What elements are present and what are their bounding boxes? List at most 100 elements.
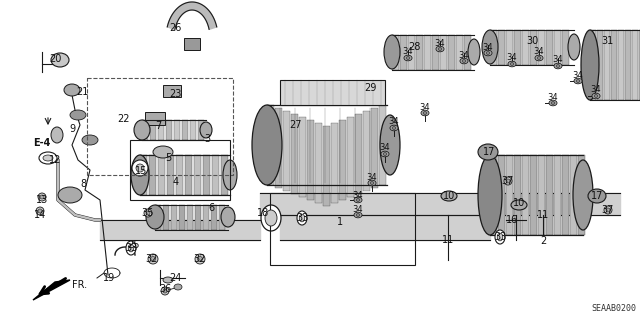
Polygon shape — [578, 155, 585, 235]
Text: 1: 1 — [337, 217, 343, 227]
Text: 34: 34 — [380, 144, 390, 152]
Ellipse shape — [568, 34, 580, 60]
Polygon shape — [185, 155, 192, 195]
Polygon shape — [464, 35, 471, 70]
Polygon shape — [155, 205, 161, 230]
Ellipse shape — [39, 152, 57, 164]
Polygon shape — [158, 155, 165, 195]
Text: 22: 22 — [116, 114, 129, 124]
Text: 2: 2 — [540, 236, 546, 246]
Polygon shape — [604, 30, 610, 100]
Polygon shape — [212, 155, 219, 195]
Text: 35: 35 — [142, 208, 154, 218]
Ellipse shape — [482, 30, 498, 64]
Polygon shape — [498, 155, 505, 235]
Ellipse shape — [356, 214, 360, 216]
Ellipse shape — [462, 60, 466, 63]
Polygon shape — [142, 120, 148, 140]
Text: 36: 36 — [159, 284, 171, 294]
Text: 34: 34 — [507, 54, 517, 63]
Text: 3: 3 — [204, 134, 210, 144]
Polygon shape — [299, 117, 306, 197]
Polygon shape — [554, 155, 561, 235]
Polygon shape — [597, 30, 603, 100]
Polygon shape — [590, 30, 596, 100]
Polygon shape — [632, 30, 638, 100]
Polygon shape — [190, 120, 196, 140]
Text: 34: 34 — [459, 50, 469, 60]
Bar — [280, 80, 385, 105]
Polygon shape — [379, 105, 386, 185]
Ellipse shape — [511, 200, 527, 210]
Text: 6: 6 — [208, 203, 214, 213]
Bar — [184, 38, 200, 50]
Text: 18: 18 — [257, 208, 269, 218]
Text: 26: 26 — [169, 23, 181, 33]
Text: 10: 10 — [513, 198, 525, 208]
Text: 9: 9 — [69, 124, 75, 134]
Ellipse shape — [51, 53, 69, 67]
Polygon shape — [171, 205, 177, 230]
Polygon shape — [562, 155, 569, 235]
Ellipse shape — [551, 101, 555, 104]
Polygon shape — [371, 108, 378, 188]
Polygon shape — [174, 120, 180, 140]
Text: 24: 24 — [169, 273, 181, 283]
Ellipse shape — [495, 230, 505, 244]
Polygon shape — [639, 30, 640, 100]
Text: 37: 37 — [602, 205, 614, 215]
Ellipse shape — [508, 61, 516, 67]
Ellipse shape — [38, 193, 46, 201]
Ellipse shape — [354, 197, 362, 203]
Ellipse shape — [163, 277, 173, 283]
Text: 33: 33 — [494, 232, 506, 242]
Text: 5: 5 — [165, 153, 171, 163]
Polygon shape — [490, 155, 497, 235]
Ellipse shape — [265, 210, 277, 226]
Ellipse shape — [606, 208, 610, 212]
Ellipse shape — [43, 155, 53, 161]
Polygon shape — [176, 155, 183, 195]
Ellipse shape — [549, 100, 557, 106]
Polygon shape — [331, 123, 338, 203]
Ellipse shape — [381, 151, 389, 157]
Polygon shape — [392, 35, 399, 70]
Ellipse shape — [510, 63, 514, 65]
Text: 34: 34 — [403, 48, 413, 56]
Ellipse shape — [486, 52, 490, 55]
Text: 34: 34 — [353, 190, 364, 199]
Ellipse shape — [406, 56, 410, 59]
Text: 11: 11 — [442, 235, 454, 245]
Polygon shape — [203, 205, 209, 230]
Ellipse shape — [592, 93, 600, 99]
Polygon shape — [194, 155, 201, 195]
Polygon shape — [315, 123, 322, 203]
Polygon shape — [167, 155, 174, 195]
Polygon shape — [283, 111, 290, 191]
Ellipse shape — [146, 205, 164, 229]
Ellipse shape — [64, 84, 80, 96]
Ellipse shape — [574, 78, 582, 84]
Text: 23: 23 — [169, 89, 181, 99]
Polygon shape — [33, 280, 70, 300]
Ellipse shape — [82, 135, 98, 145]
Text: 34: 34 — [591, 85, 602, 94]
Polygon shape — [562, 30, 569, 65]
Text: FR.: FR. — [72, 280, 88, 290]
Ellipse shape — [384, 35, 400, 69]
Ellipse shape — [460, 58, 468, 64]
Polygon shape — [275, 108, 282, 188]
Text: 13: 13 — [36, 195, 48, 205]
Ellipse shape — [297, 211, 307, 225]
Polygon shape — [618, 30, 624, 100]
Polygon shape — [530, 155, 537, 235]
Polygon shape — [490, 30, 497, 65]
Ellipse shape — [436, 46, 444, 52]
Polygon shape — [546, 30, 553, 65]
Polygon shape — [514, 30, 521, 65]
Bar — [163, 85, 181, 97]
Text: 21: 21 — [76, 87, 88, 97]
Polygon shape — [546, 155, 553, 235]
Ellipse shape — [252, 105, 282, 185]
Ellipse shape — [484, 50, 492, 56]
